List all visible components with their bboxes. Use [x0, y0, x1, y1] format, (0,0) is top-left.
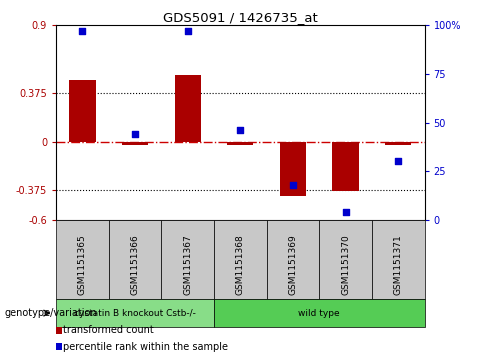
Bar	[214, 220, 266, 299]
Bar	[69, 80, 96, 142]
Bar	[162, 220, 214, 299]
Text: GSM1151369: GSM1151369	[288, 235, 298, 295]
Text: genotype/variation: genotype/variation	[5, 308, 98, 318]
Text: percentile rank within the sample: percentile rank within the sample	[63, 342, 228, 352]
Text: GSM1151370: GSM1151370	[341, 235, 350, 295]
Text: GSM1151366: GSM1151366	[131, 235, 140, 295]
Bar	[109, 220, 162, 299]
Text: cystatin B knockout Cstb-/-: cystatin B knockout Cstb-/-	[74, 309, 196, 318]
Bar	[56, 220, 109, 299]
Text: GSM1151367: GSM1151367	[183, 235, 192, 295]
Text: GSM1151365: GSM1151365	[78, 235, 87, 295]
Point	[79, 28, 86, 34]
Point	[394, 158, 402, 164]
Bar	[332, 142, 359, 191]
Title: GDS5091 / 1426735_at: GDS5091 / 1426735_at	[163, 11, 318, 24]
Bar	[175, 75, 201, 142]
Bar	[266, 220, 319, 299]
Text: GSM1151368: GSM1151368	[236, 235, 245, 295]
Bar	[319, 220, 372, 299]
Point	[342, 209, 349, 215]
Bar	[122, 142, 148, 144]
Text: wild type: wild type	[299, 309, 340, 318]
Text: GSM1151371: GSM1151371	[394, 235, 403, 295]
Bar	[56, 299, 214, 327]
Bar	[280, 142, 306, 196]
Bar	[56, 327, 62, 334]
Bar	[227, 142, 253, 144]
Bar	[214, 299, 425, 327]
Bar	[372, 220, 425, 299]
Bar	[385, 142, 411, 144]
Bar	[56, 343, 62, 350]
Point	[184, 28, 192, 34]
Point	[289, 182, 297, 188]
Text: transformed count: transformed count	[63, 325, 154, 335]
Point	[237, 127, 244, 133]
Point	[131, 131, 139, 137]
